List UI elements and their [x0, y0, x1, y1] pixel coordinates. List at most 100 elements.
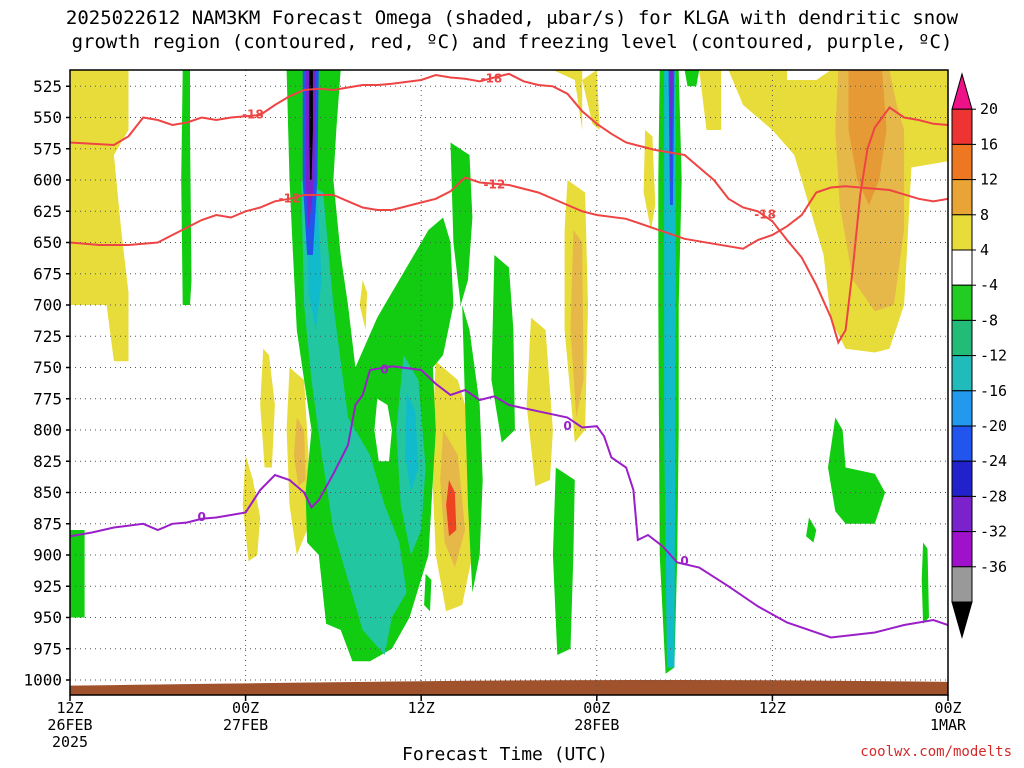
colorbar-segment-3 [951, 179, 973, 216]
omega-region-30 [424, 573, 432, 612]
colorbar-label-4: 4 [980, 241, 989, 259]
temperature-contours [70, 72, 948, 639]
colorbar-segment-4 [951, 214, 973, 251]
colorbar-bottom-arrow [951, 601, 973, 640]
colorbar-label--16: -16 [980, 382, 1007, 400]
omega-region-42 [374, 398, 392, 462]
omega-region-11 [643, 130, 656, 230]
x-tick-label-12-2: 27FEB [223, 716, 268, 734]
x-tick-label-0-1: 12Z [56, 699, 83, 717]
omega-region-32 [301, 180, 407, 655]
omega-region-12 [699, 70, 722, 130]
colorbar-segment-13 [951, 531, 973, 568]
contour-minus12 [70, 176, 948, 250]
contour-minus18-label-2: -18 [754, 208, 776, 222]
colorbar-label--36: -36 [980, 558, 1007, 576]
chart-title-line1: 2025022612 NAM3KM Forecast Omega (shaded… [65, 7, 959, 29]
y-tick-label-900: 900 [33, 546, 62, 565]
omega-region-39 [309, 70, 313, 180]
x-tick-label-0-2: 26FEB [47, 716, 92, 734]
omega-region-9 [526, 317, 553, 487]
chart-title-line2: growth region (contoured, red, ºC) and f… [71, 31, 953, 53]
y-tick-label-950: 950 [33, 608, 62, 627]
colorbar-segment-2 [951, 143, 973, 181]
omega-region-14 [848, 70, 887, 205]
omega-region-5 [260, 348, 275, 468]
grid-lines [70, 70, 948, 695]
x-tick-label-12-1: 00Z [232, 699, 259, 717]
freezing-level-label-3: 0 [680, 554, 688, 568]
omega-region-28 [806, 517, 817, 543]
colorbar-top-arrow [951, 72, 973, 110]
colorbar-label-20: 20 [980, 100, 998, 118]
freezing-level-label-0: 0 [198, 510, 206, 524]
omega-region-20 [70, 530, 85, 618]
contour-minus18-label-0: -18 [242, 108, 264, 122]
colorbar-label--28: -28 [980, 487, 1007, 505]
omega-region-29 [921, 542, 929, 624]
y-tick-label-725: 725 [33, 327, 62, 346]
freezing-level [70, 365, 948, 639]
x-tick-label-36-1: 00Z [583, 699, 610, 717]
y-tick-label-675: 675 [33, 264, 62, 283]
colorbar-segment-6 [951, 284, 973, 321]
y-tick-label-600: 600 [33, 171, 62, 190]
freezing-level-label-1: 0 [380, 363, 388, 377]
colorbar-segment-12 [951, 495, 973, 533]
contour-minus18-label-1: -18 [481, 71, 503, 85]
y-tick-label-925: 925 [33, 577, 62, 596]
omega-region-24 [491, 255, 515, 443]
y-tick-label-525: 525 [33, 77, 62, 96]
y-tick-label-700: 700 [33, 296, 62, 315]
contour-minus12-label-0: -12 [279, 191, 301, 205]
contour-minus12-label-1: -12 [484, 178, 506, 192]
colorbar-label-16: 16 [980, 135, 998, 153]
omega-region-17 [446, 480, 457, 537]
omega-region-27 [828, 417, 886, 524]
colorbar-label--12: -12 [980, 347, 1007, 365]
omega-region-36 [664, 70, 676, 668]
omega-region-3 [582, 70, 600, 130]
credit-text: coolwx.com/modelts [860, 744, 1012, 760]
colorbar-segment-10 [951, 425, 973, 462]
colorbar-label-12: 12 [980, 171, 998, 189]
y-tick-label-800: 800 [33, 421, 62, 440]
omega-region-2 [552, 70, 583, 130]
colorbar-label--20: -20 [980, 417, 1007, 435]
y-tick-label-875: 875 [33, 514, 62, 533]
colorbar-label-8: 8 [980, 206, 989, 224]
plot-area: -18 -18 -18 -12 -12 0 0 0 0 [69, 69, 949, 696]
colorbar-segment-14 [951, 566, 973, 603]
omega-region-18 [293, 417, 306, 487]
colorbar: 20 16 12 8 4 -4 -8 -12 -16 -20 -24 -28 -32 -36 [951, 72, 1007, 640]
colorbar-segment-8 [951, 355, 973, 392]
y-tick-label-575: 575 [33, 139, 62, 158]
omega-region-31 [684, 70, 700, 87]
colorbar-segment-7 [951, 319, 973, 357]
y-tick-label-750: 750 [33, 358, 62, 377]
omega-region-4 [242, 455, 261, 562]
y-tick-label-850: 850 [33, 483, 62, 502]
omega-shading [70, 70, 948, 695]
contour-labels: -18 -18 -18 -12 -12 0 0 0 0 [198, 71, 776, 568]
y-tick-label-550: 550 [33, 108, 62, 127]
colorbar-segment-9 [951, 390, 973, 427]
x-tick-label-0-3: 2025 [52, 733, 88, 751]
ground-surface [70, 680, 948, 695]
y-tick-label-1000: 1000 [23, 671, 62, 690]
omega-region-22 [450, 142, 473, 305]
x-tick-label-48-1: 12Z [759, 699, 786, 717]
x-tick-label-60-1: 00Z [934, 699, 961, 717]
x-tick-label-60-2: 1MAR [930, 716, 967, 734]
freezing-level-label-2: 0 [563, 419, 571, 433]
x-axis-title: Forecast Time (UTC) [402, 744, 608, 765]
omega-region-19 [181, 70, 192, 305]
y-tick-label-775: 775 [33, 389, 62, 408]
colorbar-segment-11 [951, 460, 973, 497]
omega-region-35 [405, 392, 419, 493]
colorbar-segment-5 [951, 249, 973, 286]
y-tick-label-825: 825 [33, 452, 62, 471]
colorbar-segment-1 [951, 108, 973, 145]
